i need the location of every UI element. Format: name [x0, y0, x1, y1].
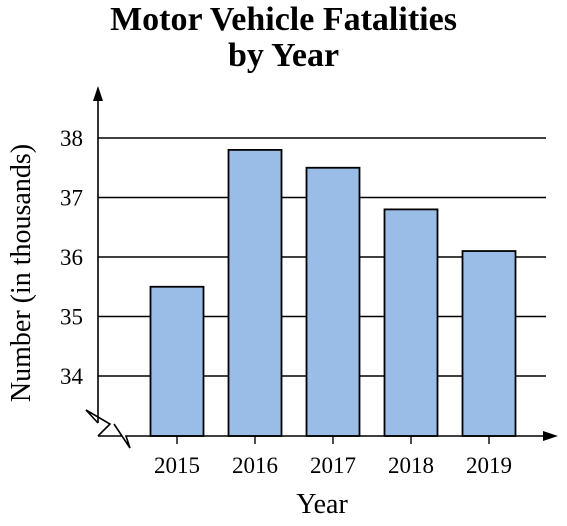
x-tick-labels: 2015 2016 2017 2018 2019 [154, 436, 512, 478]
y-tick-label: 37 [60, 186, 83, 211]
y-tick-label: 35 [60, 305, 83, 330]
chart-title-line-2: by Year [227, 37, 340, 74]
bar-2015 [149, 285, 205, 437]
x-tick-label: 2016 [232, 453, 278, 478]
x-tick-label: 2018 [388, 453, 434, 478]
y-tick-label: 36 [60, 245, 83, 270]
bars [149, 148, 517, 437]
axes [85, 86, 558, 449]
y-tick-label: 34 [60, 364, 84, 389]
x-tick-label: 2019 [466, 453, 512, 478]
chart-title-block: Motor Vehicle Fatalities by Year [0, 2, 567, 74]
y-tick-label: 38 [60, 126, 83, 151]
chart-title-line-1: Motor Vehicle Fatalities [110, 1, 457, 38]
x-tick-label: 2015 [154, 453, 200, 478]
x-axis-line [98, 423, 546, 449]
y-axis-break-icon [85, 409, 112, 437]
y-axis-label: Number (in thousands) [6, 144, 37, 402]
x-axis-label: Year [296, 489, 348, 520]
bar-2016 [227, 148, 283, 437]
y-axis-arrowhead [93, 86, 103, 101]
bar-2018 [383, 208, 439, 437]
x-tick-label: 2017 [310, 453, 356, 478]
x-axis-arrowhead [543, 431, 558, 441]
y-tick-labels: 34 35 36 37 38 [60, 126, 84, 389]
bar-2019 [461, 250, 517, 437]
bar-2017 [305, 166, 361, 437]
